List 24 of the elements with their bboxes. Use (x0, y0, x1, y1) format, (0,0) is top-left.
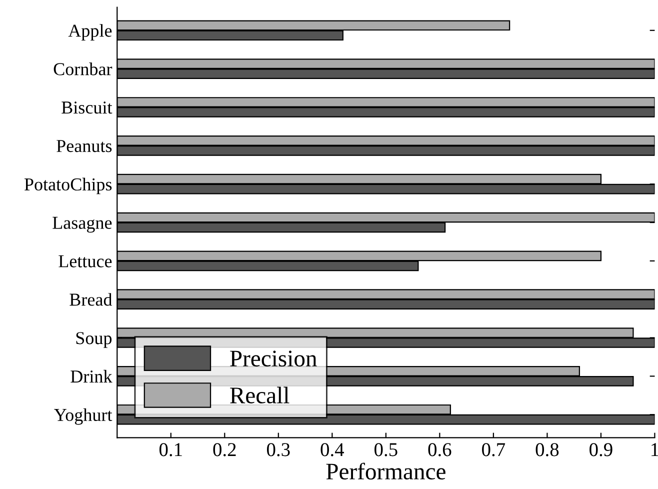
x-tick-label: 1 (652, 443, 658, 456)
y-tick-label: Biscuit (62, 102, 112, 114)
x-axis-title: Performance (326, 462, 446, 480)
y-tick-label: Bread (70, 293, 112, 306)
y-tick-label: Drink (70, 370, 112, 382)
x-tick-label: 0.4 (320, 443, 344, 456)
legend-label: Recall (230, 386, 290, 404)
y-tick-label: Yoghurt (54, 408, 112, 425)
y-tick-label: Lettuce (58, 255, 112, 268)
y-tick-label: Cornbar (54, 62, 112, 76)
x-tick-label: 0.9 (590, 443, 612, 456)
x-tick-label: 0.1 (159, 443, 182, 456)
y-tick-label: PotatoChips (24, 178, 112, 194)
legend-label: Precision (230, 350, 317, 367)
x-tick-label: 0.6 (428, 443, 452, 456)
y-tick-label: Apple (68, 24, 112, 40)
x-tick-label: 0.7 (482, 443, 506, 456)
x-tick-label: 0.5 (374, 443, 398, 456)
x-tick-label: 0.3 (266, 443, 290, 456)
y-tick-label: Peanuts (56, 140, 112, 152)
x-tick-label: 0.8 (536, 443, 559, 456)
y-tick-label: Lasagne (52, 216, 112, 233)
x-tick-label: 0.2 (213, 443, 236, 456)
y-tick-label: Soup (76, 332, 112, 348)
